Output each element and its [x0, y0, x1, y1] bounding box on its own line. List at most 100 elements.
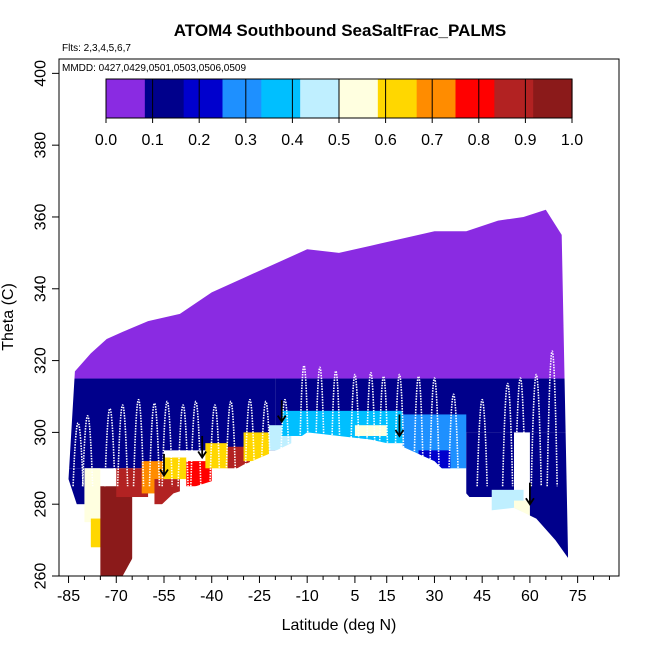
data-cell [68, 209, 569, 379]
colorbar-tick-label: 0.0 [95, 132, 117, 149]
data-cell [100, 486, 133, 576]
flight-profile [72, 422, 84, 487]
flight-profile [546, 350, 558, 487]
flight-profile [177, 404, 189, 487]
x-tick-label: -10 [296, 588, 319, 605]
flight-profile [377, 375, 390, 487]
data-cell [154, 479, 180, 505]
data-cell [164, 457, 187, 480]
data-cell [205, 443, 228, 469]
y-tick-label: 400 [33, 60, 50, 87]
colorbar-segment [455, 79, 495, 118]
colorbar-tick-label: 0.1 [141, 132, 163, 149]
sample-arrow [159, 453, 169, 478]
x-tick-label: 60 [521, 588, 539, 605]
x-tick-label: 45 [473, 588, 491, 605]
colorbar-segment [183, 79, 224, 118]
x-tick-label: 30 [426, 588, 444, 605]
flight-profile [501, 383, 514, 487]
flight-profile [116, 404, 129, 487]
flight-profile [225, 400, 237, 487]
colorbar-segment [339, 79, 379, 118]
x-tick-label: 5 [350, 588, 359, 605]
data-region [68, 209, 569, 576]
x-tick-label: -85 [57, 588, 80, 605]
flight-profile [428, 377, 441, 487]
y-tick-label: 340 [33, 275, 50, 302]
x-tick-label: 75 [569, 588, 587, 605]
colorbar-segment [144, 79, 185, 118]
flight-profile [132, 398, 145, 487]
y-tick-label: 320 [33, 347, 50, 374]
flight-profile [412, 375, 425, 487]
dates-label: MMDD: 0427,0429,0501,0503,0506,0509 [62, 63, 246, 74]
sample-arrow-head [394, 429, 405, 438]
sample-arrow-head [525, 497, 535, 506]
sample-arrow [276, 400, 287, 424]
colorbar-segment [494, 79, 534, 118]
flight-profile [447, 393, 460, 487]
y-tick-label: 300 [33, 419, 50, 446]
y-axis: 260 280 300 320 340 360 380 400 [33, 60, 59, 589]
x-tick-label: -25 [248, 588, 271, 605]
colorbar-tick-label: 0.6 [374, 132, 396, 149]
flight-profiles [72, 350, 558, 487]
colorbar-segment [222, 79, 262, 118]
y-tick-label: 260 [33, 563, 50, 590]
colorbar-segment [377, 79, 418, 118]
flight-profile [365, 371, 377, 487]
flight-profile [104, 408, 116, 487]
colorbar-tick-label: 0.9 [514, 132, 536, 149]
x-axis: -85 -70 -55 -40 -25 -10 5 15 30 45 60 75 [57, 576, 610, 605]
data-cell [354, 425, 387, 436]
colorbar-segment [261, 79, 301, 118]
x-tick-label: -70 [105, 588, 128, 605]
chart-title: ATOM4 Southbound SeaSaltFrac_PALMS [174, 21, 506, 40]
data-cell [84, 468, 101, 523]
sample-arrow-head [159, 468, 169, 478]
colorbar-tick-label: 0.2 [188, 132, 210, 149]
data-cell [466, 432, 514, 498]
y-tick-label: 360 [33, 204, 50, 231]
flight-profile [81, 415, 94, 487]
flight-profile [209, 404, 221, 487]
colorbar-tick-label: 0.7 [421, 132, 443, 149]
flight-profile [244, 398, 256, 487]
data-cell [529, 432, 569, 559]
sample-arrows [159, 400, 535, 506]
sample-arrow-head [276, 415, 287, 424]
flight-profile [279, 398, 291, 487]
colorbar-segment [416, 79, 457, 118]
colorbar-segment [300, 79, 340, 118]
plot-area [68, 209, 569, 576]
x-tick-label: 15 [378, 588, 396, 605]
flight-profile [260, 400, 272, 487]
flight-profile [530, 373, 543, 487]
colorbar-tick-label: 0.5 [328, 132, 350, 149]
colorbar-segment [533, 79, 573, 118]
flight-profile [349, 373, 361, 487]
colorbar-tick-label: 0.8 [468, 132, 490, 149]
flight-profile [161, 400, 173, 487]
flight-profile [476, 398, 488, 487]
x-tick-label: -55 [152, 588, 175, 605]
y-tick-label: 280 [33, 491, 50, 518]
flight-profile [148, 402, 161, 487]
colorbar-tick-label: 0.4 [281, 132, 303, 149]
flight-profile [330, 370, 342, 487]
sample-arrow-head [197, 451, 207, 460]
x-tick-label: -40 [200, 588, 223, 605]
x-axis-label: Latitude (deg N) [282, 617, 397, 634]
flight-profile [298, 365, 310, 487]
colorbar: 0.0 0.1 0.2 0.3 0.4 0.5 0.6 0.7 0.8 0.9 1.0 [95, 78, 583, 149]
colorbar-segment [106, 79, 146, 118]
sample-arrow [394, 414, 405, 438]
flight-profile [190, 400, 202, 487]
y-tick-label: 380 [33, 132, 50, 159]
flight-profile [514, 377, 527, 487]
colorbar-tick-label: 1.0 [561, 132, 583, 149]
colorbar-tick-label: 0.3 [235, 132, 257, 149]
sample-arrow [525, 482, 535, 506]
flight-profile [314, 366, 326, 487]
